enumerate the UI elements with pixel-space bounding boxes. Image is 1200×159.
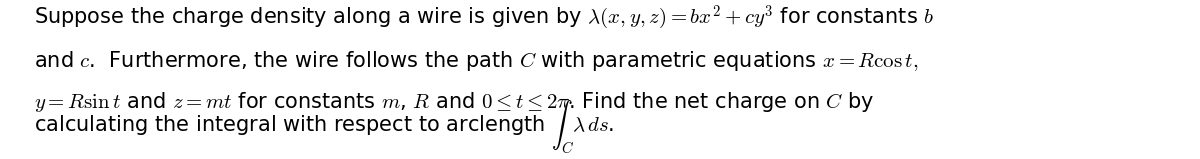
Text: $y = R\sin t$ and $z = mt$ for constants $m$, $R$ and $0 \leq t \leq 2\pi$. Find: $y = R\sin t$ and $z = mt$ for constants… — [34, 90, 874, 114]
Text: Suppose the charge density along a wire is given by $\lambda(x, y, z) = bx^2 + c: Suppose the charge density along a wire … — [34, 3, 934, 32]
Text: calculating the integral with respect to arclength $\int_C \lambda\,ds$.: calculating the integral with respect to… — [34, 98, 613, 156]
Text: and $c$.  Furthermore, the wire follows the path $C$ with parametric equations $: and $c$. Furthermore, the wire follows t… — [34, 49, 918, 73]
